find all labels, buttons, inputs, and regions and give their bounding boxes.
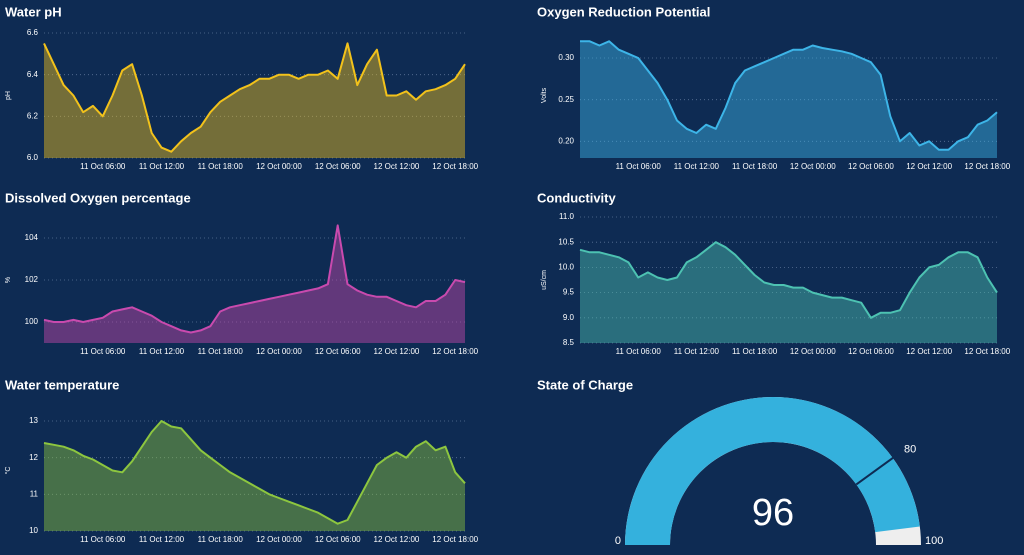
x-tick-label: 12 Oct 18:00	[964, 347, 1010, 356]
y-tick-label: 8.5	[563, 338, 575, 347]
area	[44, 225, 465, 343]
x-tick-label: 11 Oct 06:00	[616, 347, 662, 356]
x-tick-label: 12 Oct 06:00	[315, 347, 361, 356]
x-tick-label: 12 Oct 12:00	[374, 535, 420, 544]
gauge-value-label: 96	[752, 492, 794, 534]
x-tick-label: 12 Oct 12:00	[374, 162, 420, 171]
line	[43, 42, 466, 153]
y-tick-label: 6.2	[27, 111, 39, 120]
x-tick-label: 11 Oct 18:00	[198, 347, 244, 356]
x-tick-label: 11 Oct 06:00	[80, 535, 126, 544]
y-axis-label: pH	[5, 91, 12, 100]
y-tick-label: 10	[29, 526, 38, 535]
gauge-threshold	[855, 452, 900, 486]
y-tick-label: 9.5	[563, 288, 575, 297]
x-tick-label: 11 Oct 18:00	[198, 162, 244, 171]
y-tick-label: 104	[25, 233, 39, 242]
x-tick-label: 12 Oct 18:00	[432, 535, 478, 544]
area	[580, 242, 997, 343]
x-tick-label: 12 Oct 12:00	[906, 162, 952, 171]
y-tick-label: 6.4	[27, 70, 39, 79]
x-tick-label: 11 Oct 12:00	[674, 347, 720, 356]
x-tick-label: 12 Oct 18:00	[432, 162, 478, 171]
x-tick-label: 12 Oct 06:00	[848, 347, 894, 356]
x-tick-label: 11 Oct 12:00	[674, 162, 720, 171]
x-tick-label: 12 Oct 00:00	[256, 347, 302, 356]
x-tick-label: 11 Oct 18:00	[198, 535, 244, 544]
gauge-value	[625, 397, 920, 545]
y-tick-label: 102	[25, 275, 39, 284]
line	[579, 241, 998, 319]
area	[580, 41, 997, 158]
x-tick-label: 12 Oct 00:00	[256, 162, 302, 171]
y-tick-label: 6.6	[27, 28, 39, 37]
x-tick-label: 12 Oct 06:00	[315, 535, 361, 544]
y-tick-label: 12	[29, 453, 38, 462]
x-tick-label: 12 Oct 06:00	[315, 162, 361, 171]
x-tick-label: 11 Oct 18:00	[732, 162, 778, 171]
chart-title: Conductivity	[537, 190, 616, 205]
y-axis-label: %	[5, 277, 12, 283]
x-tick-label: 12 Oct 18:00	[964, 162, 1010, 171]
area	[44, 43, 465, 158]
line	[43, 224, 466, 334]
y-tick-label: 0.30	[558, 53, 574, 62]
y-tick-label: 10.5	[558, 237, 574, 246]
chart-title: State of Charge	[537, 377, 633, 392]
y-axis-label: Volts	[541, 87, 548, 103]
chart-title: Oxygen Reduction Potential	[537, 4, 710, 19]
y-tick-label: 0.25	[558, 95, 574, 104]
x-tick-label: 12 Oct 00:00	[790, 347, 836, 356]
y-tick-label: 6.0	[27, 153, 39, 162]
x-tick-label: 12 Oct 12:00	[906, 347, 952, 356]
line	[580, 40, 998, 151]
y-axis-label: uS/cm	[541, 270, 548, 290]
chart-title: Water pH	[5, 4, 62, 19]
y-tick-label: 0.20	[558, 136, 574, 145]
x-tick-label: 11 Oct 18:00	[732, 347, 778, 356]
x-tick-label: 12 Oct 18:00	[432, 347, 478, 356]
x-tick-label: 11 Oct 06:00	[616, 162, 662, 171]
chart-title: Water temperature	[5, 377, 119, 392]
min-label: 0	[615, 535, 621, 547]
y-axis-label: °C	[4, 467, 12, 475]
x-tick-label: 11 Oct 06:00	[80, 347, 126, 356]
y-tick-label: 9.0	[563, 313, 575, 322]
x-tick-label: 12 Oct 00:00	[256, 535, 302, 544]
area	[44, 421, 465, 531]
x-tick-label: 11 Oct 12:00	[139, 347, 185, 356]
chart-title: Dissolved Oxygen percentage	[5, 190, 191, 205]
x-tick-label: 12 Oct 00:00	[790, 162, 836, 171]
x-tick-label: 12 Oct 06:00	[848, 162, 894, 171]
y-tick-label: 100	[25, 317, 39, 326]
y-tick-label: 11.0	[559, 212, 575, 221]
line	[43, 420, 466, 525]
x-tick-label: 11 Oct 12:00	[139, 535, 185, 544]
x-tick-label: 11 Oct 06:00	[80, 162, 126, 171]
threshold-label: 80	[904, 444, 916, 456]
y-tick-label: 13	[29, 416, 38, 425]
x-tick-label: 12 Oct 12:00	[374, 347, 420, 356]
max-label: 100	[925, 535, 943, 547]
y-tick-label: 11	[30, 489, 39, 498]
x-tick-label: 11 Oct 12:00	[139, 162, 185, 171]
y-tick-label: 10.0	[558, 263, 574, 272]
